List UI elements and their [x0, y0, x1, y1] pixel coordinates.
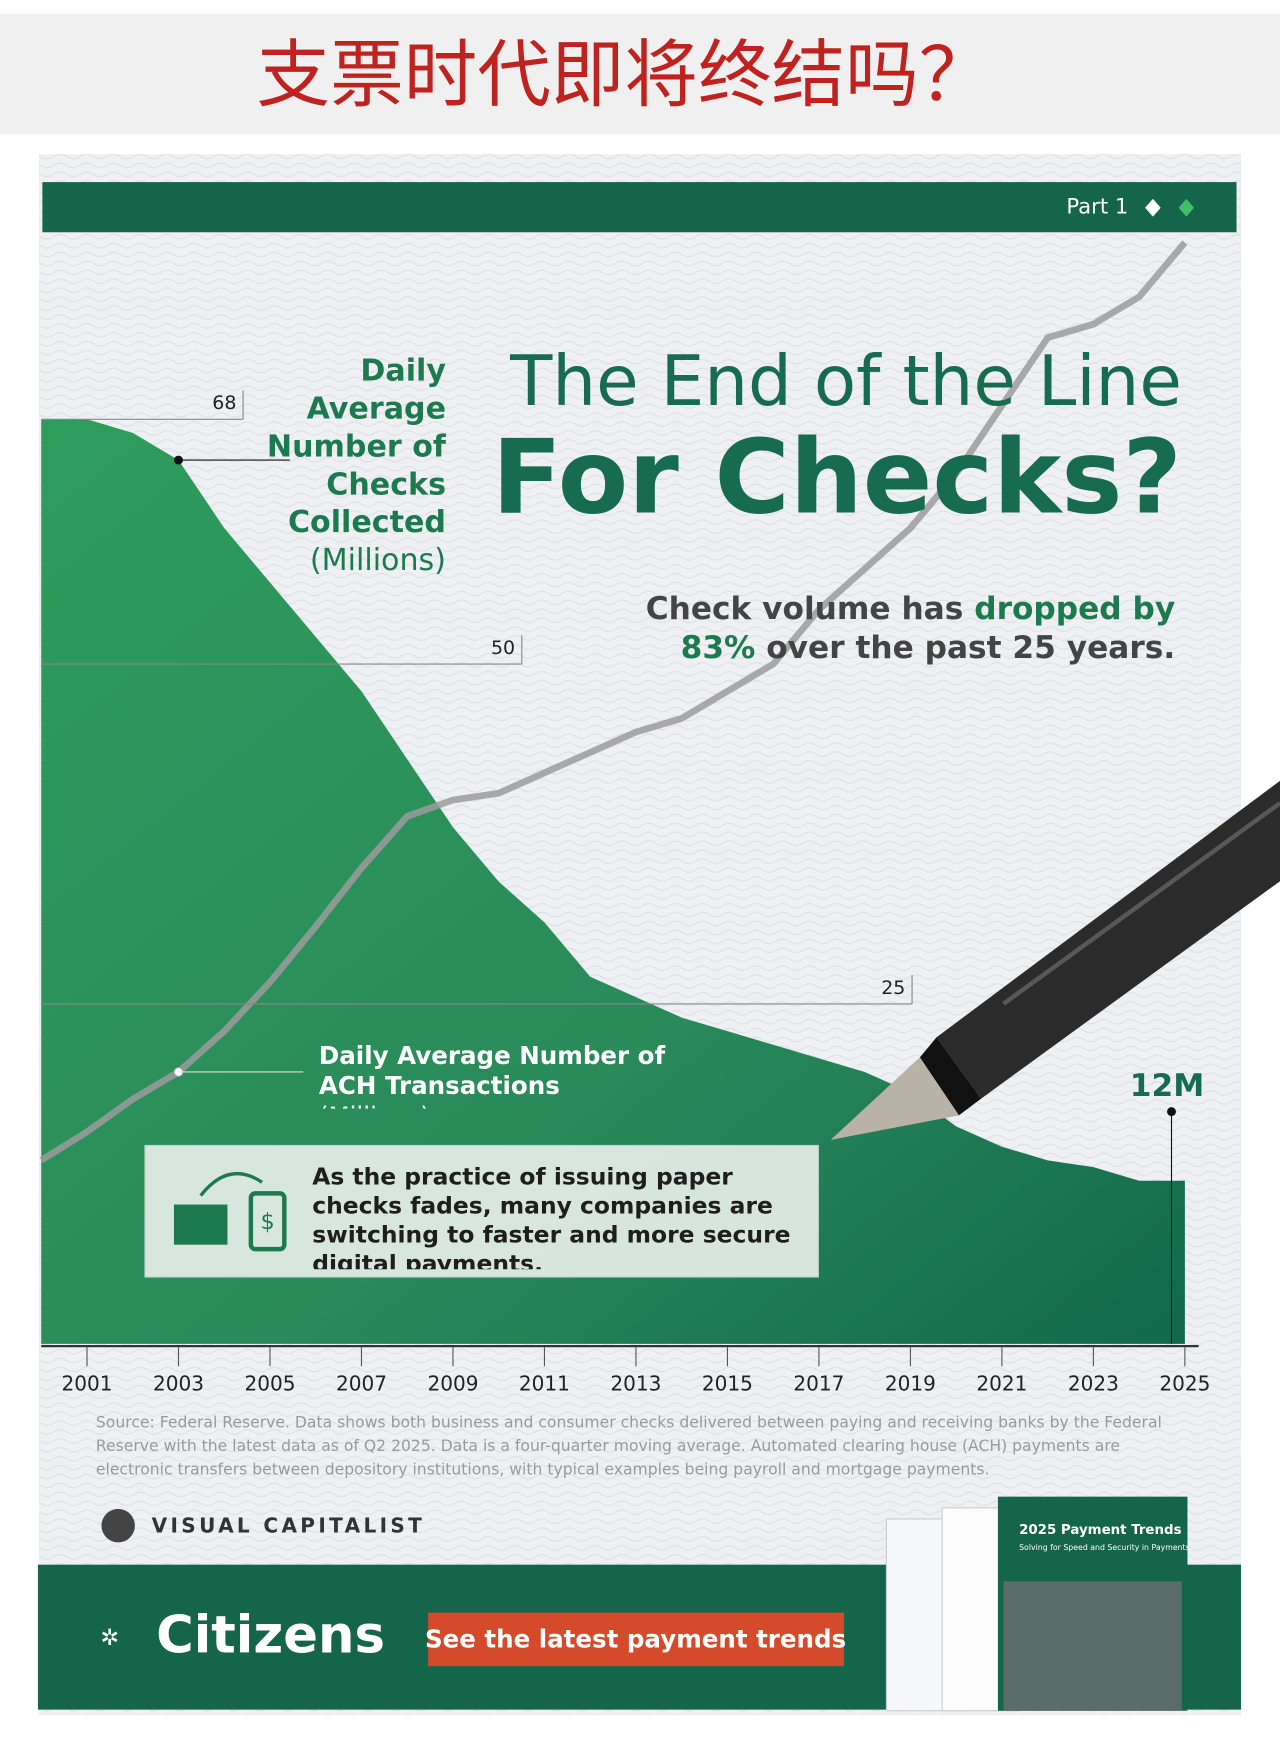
x-tick-label: 2017 — [793, 1372, 844, 1396]
subtitle-text: Check volume has — [645, 590, 975, 627]
ach-label-name: Daily Average Number of ACH Transactions — [318, 1042, 666, 1101]
x-tick-label: 2003 — [153, 1372, 204, 1396]
sponsor-logo: ✲ — [100, 1625, 119, 1651]
callout-box-text: As the practice of issuing paper checks … — [312, 1163, 791, 1270]
part-label: Part 1 — [1066, 194, 1128, 219]
x-tick-label: 2019 — [885, 1372, 936, 1396]
reference-label: 25 — [881, 977, 905, 999]
publisher-logo — [101, 1508, 135, 1543]
x-tick-label: 2011 — [519, 1372, 570, 1396]
subtitle-box: Check volume has dropped by 83% over the… — [580, 589, 1175, 667]
diamond — [1178, 198, 1195, 217]
callout: As the practice of issuing paper checks … — [312, 1163, 791, 1270]
end-value-label: 12M — [1130, 1068, 1204, 1104]
top-bar — [42, 182, 1237, 233]
sponsor: Citizens — [156, 1605, 385, 1665]
x-tick-label: 2013 — [610, 1372, 661, 1396]
ach-label-box: Daily Average Number of ACH Transactions… — [319, 1042, 676, 1109]
x-tick-label: 2023 — [1068, 1372, 1119, 1396]
checks-label: Daily Average Number of Checks Collected… — [256, 353, 446, 580]
cta-button[interactable] — [428, 1612, 845, 1667]
pen-illustration — [830, 780, 1280, 1140]
x-tick-label: 2025 — [1159, 1372, 1210, 1396]
checks-label-name: Daily Average Number of Checks Collected — [266, 353, 446, 541]
booklet-subtitle: Solving for Speed and Security in Paymen… — [1019, 1543, 1190, 1552]
header-band — [0, 13, 1280, 135]
diamond — [1145, 198, 1161, 217]
x-tick-label: 2009 — [427, 1372, 478, 1396]
header-title: 支票时代即将终结吗？ — [256, 33, 992, 116]
source-box: Source: Federal Reserve. Data shows both… — [95, 1414, 1162, 1479]
cta-label[interactable]: See the latest payment trends — [425, 1624, 846, 1653]
x-tick-label: 2007 — [336, 1372, 387, 1396]
subtitle-highlight: 83% — [680, 629, 756, 666]
x-tick-label: 2021 — [976, 1372, 1027, 1396]
x-tick-label: 2001 — [61, 1372, 112, 1396]
ach-label-unit: (Millions) — [319, 1103, 430, 1109]
chart-title: The End of the Line — [509, 342, 1182, 422]
svg-text:$: $ — [261, 1209, 275, 1235]
x-tick-label: 2015 — [702, 1372, 753, 1396]
publisher: VISUAL CAPITALIST — [152, 1513, 426, 1537]
chart-title-emphasis: For Checks? — [492, 419, 1182, 538]
subtitle: Check volume has dropped by 83% over the… — [580, 589, 1175, 667]
subtitle-highlight: dropped by — [974, 590, 1176, 627]
reference-label: 50 — [491, 637, 515, 659]
booklet: 2025 Payment Trends Solving for Speed an… — [885, 1496, 1190, 1712]
payment-icon: $ — [173, 1172, 287, 1252]
booklet-title: 2025 Payment Trends — [1019, 1523, 1181, 1538]
checks-label-box: Daily Average Number of Checks Collected… — [256, 353, 446, 580]
ach-label: Daily Average Number of ACH Transactions… — [319, 1042, 676, 1109]
x-tick-label: 2005 — [244, 1372, 295, 1396]
subtitle-text: over the past 25 years. — [755, 629, 1176, 666]
callout-box — [144, 1144, 819, 1278]
checks-label-unit: (Millions) — [309, 543, 446, 578]
end-dot — [1167, 1107, 1176, 1117]
source-note: Source: Federal Reserve. Data shows both… — [95, 1414, 1162, 1479]
reference-label: 68 — [212, 392, 236, 414]
ach-line — [39, 240, 1188, 1164]
